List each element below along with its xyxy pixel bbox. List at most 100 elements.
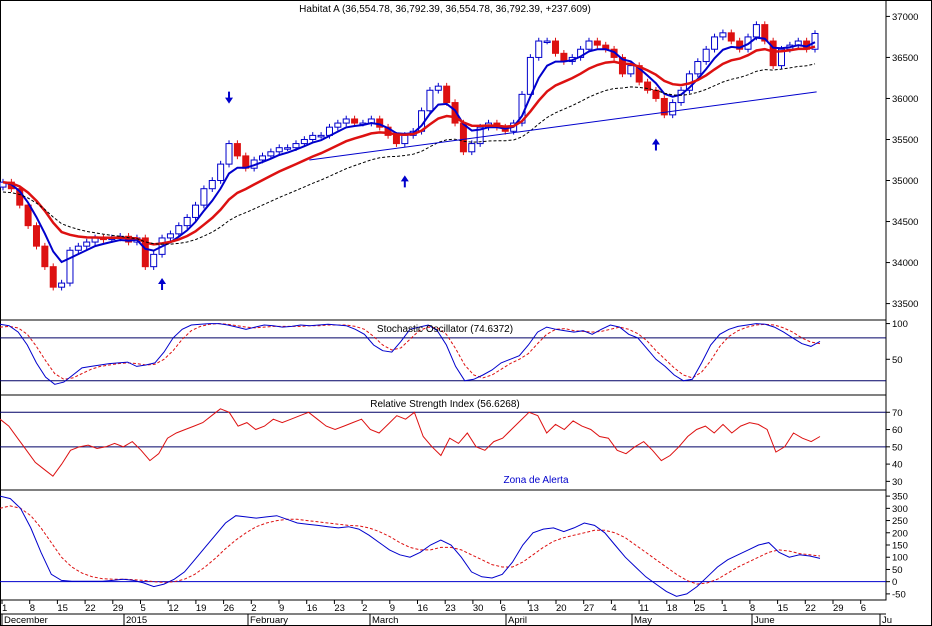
x-tick-label: 16 <box>307 603 318 614</box>
candle-body <box>150 253 158 268</box>
x-tick-label: 30 <box>473 603 484 614</box>
candle-body <box>702 48 710 63</box>
y-tick-label: -50 <box>892 589 906 600</box>
candle-body <box>41 245 49 268</box>
x-tick-label: 8 <box>750 603 755 614</box>
y-tick-label: 60 <box>892 425 903 436</box>
x-month-label: Ju <box>882 615 892 626</box>
x-tick-label: 19 <box>196 603 207 614</box>
candle-body <box>476 126 484 145</box>
y-tick-label: 35500 <box>892 135 918 146</box>
candle-body <box>74 245 82 251</box>
candle-body <box>342 118 350 124</box>
candle-body <box>166 233 174 239</box>
x-tick-label: 1 <box>722 603 727 614</box>
candle-body <box>32 225 40 247</box>
y-tick-label: 70 <box>892 408 903 419</box>
y-tick-label: 50 <box>892 565 903 576</box>
y-tick-label: 33500 <box>892 299 918 310</box>
sell-arrow-icon <box>225 91 234 104</box>
candle-body <box>535 40 543 58</box>
x-tick-label: 29 <box>113 603 124 614</box>
x-month-label: June <box>754 615 775 626</box>
buy-arrow-icon <box>158 277 167 290</box>
candle-body <box>778 48 786 67</box>
candle-body <box>24 204 32 227</box>
y-tick-label: 200 <box>892 528 908 539</box>
rsi-line <box>0 408 821 477</box>
candle-body <box>694 61 702 75</box>
y-tick-label: 37000 <box>892 12 918 23</box>
y-tick-label: 50 <box>892 442 903 453</box>
x-month-label: February <box>250 615 288 626</box>
x-tick-label: 11 <box>639 603 649 614</box>
candle-body <box>275 147 283 153</box>
candle-body <box>401 134 409 145</box>
candle-body <box>392 134 400 145</box>
candle-body <box>627 65 635 75</box>
candle-body <box>141 237 149 268</box>
y-tick-label: 300 <box>892 504 908 515</box>
candle-body <box>300 138 308 145</box>
candle-body <box>459 122 467 153</box>
candle-body <box>660 97 668 116</box>
x-tick-label: 29 <box>833 603 844 614</box>
x-tick-label: 16 <box>418 603 429 614</box>
x-tick-label: 4 <box>611 603 616 614</box>
y-tick-label: 350 <box>892 492 908 503</box>
candle-body <box>752 24 760 38</box>
stoch-k-line <box>0 323 821 385</box>
candle-body <box>468 143 476 153</box>
candle-body <box>192 204 200 218</box>
x-tick-label: 26 <box>224 603 235 614</box>
candle-body <box>49 266 57 288</box>
candle-body <box>58 282 66 288</box>
x-tick-label: 15 <box>778 603 789 614</box>
support-trendline <box>309 91 817 161</box>
candle-body <box>233 143 241 157</box>
x-tick-label: 20 <box>556 603 567 614</box>
candle-body <box>175 225 183 235</box>
candle-body <box>736 40 744 50</box>
y-tick-label: 150 <box>892 541 908 552</box>
x-tick-label: 22 <box>85 603 96 614</box>
y-tick-label: 35000 <box>892 176 918 187</box>
candle-body <box>719 32 727 38</box>
candle-body <box>426 89 434 112</box>
x-tick-label: 5 <box>141 603 146 614</box>
x-tick-label: 23 <box>334 603 345 614</box>
candle-body <box>284 147 292 150</box>
y-tick-label: 36000 <box>892 94 918 105</box>
x-tick-label: 27 <box>584 603 595 614</box>
candle-body <box>761 24 769 42</box>
x-tick-label: 9 <box>390 603 395 614</box>
x-month-label: April <box>508 615 527 626</box>
candle-body <box>652 89 660 99</box>
candle-body <box>351 118 359 124</box>
candle-body <box>317 134 325 138</box>
candle-body <box>618 56 626 75</box>
ma-long-line <box>2 63 816 245</box>
candle-body <box>443 85 451 104</box>
x-tick-label: 13 <box>528 603 539 614</box>
candle-body <box>334 122 342 128</box>
x-tick-label: 2 <box>362 603 367 614</box>
x-tick-label: 9 <box>279 603 284 614</box>
x-tick-label: 12 <box>168 603 179 614</box>
rsi-alert-annotation: Zona de Alerta <box>503 475 568 486</box>
candle-body <box>434 85 442 91</box>
y-tick-label: 34000 <box>892 258 918 269</box>
y-tick-label: 36500 <box>892 53 918 64</box>
candle-body <box>677 89 685 104</box>
x-tick-label: 15 <box>57 603 68 614</box>
candle-body <box>259 155 267 161</box>
candle-body <box>66 249 74 284</box>
stochastic-title: Stochastic Oscillator (74.6372) <box>377 324 513 335</box>
candle-body <box>225 143 233 165</box>
buy-arrow-icon <box>400 175 409 188</box>
candle-body <box>644 81 652 91</box>
